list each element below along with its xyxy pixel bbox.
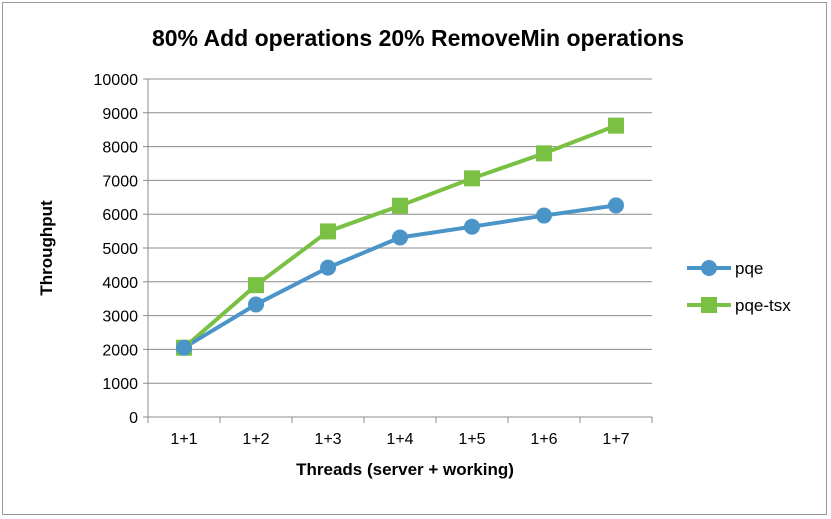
data-point-pqe-tsx — [392, 197, 408, 214]
legend: pqe pqe-tsx — [687, 259, 791, 315]
y-axis-title: Throughput — [37, 200, 56, 296]
y-tick-label: 10000 — [94, 72, 139, 89]
data-point-pqe — [392, 229, 408, 246]
x-tick-labels: 1+1 1+2 1+3 1+4 1+5 1+6 1+7 — [170, 431, 629, 448]
x-tick-label: 1+4 — [386, 431, 413, 448]
y-tick-label: 4000 — [102, 275, 138, 292]
legend-label-pqe: pqe — [735, 259, 763, 278]
series — [176, 117, 624, 356]
data-point-pqe — [320, 259, 336, 276]
x-tick-label: 1+6 — [530, 431, 557, 448]
y-tick-label: 3000 — [102, 309, 138, 326]
data-point-pqe-tsx — [536, 145, 552, 162]
x-axis-title: Threads (server + working) — [296, 460, 514, 479]
x-tick-label: 1+7 — [602, 431, 629, 448]
y-tick-label: 7000 — [102, 173, 138, 190]
data-point-pqe — [608, 197, 624, 214]
x-tick-label: 1+5 — [458, 431, 485, 448]
data-point-pqe — [176, 339, 192, 356]
y-tick-label: 9000 — [102, 106, 138, 123]
x-tick-label: 1+2 — [242, 431, 269, 448]
data-point-pqe — [248, 296, 264, 313]
legend-marker-pqe-tsx — [701, 297, 717, 313]
data-point-pqe-tsx — [464, 170, 480, 187]
legend-label-pqe-tsx: pqe-tsx — [735, 296, 791, 315]
series-line-pqe — [182, 203, 617, 350]
chart-title: 80% Add operations 20% RemoveMin operati… — [152, 25, 684, 51]
y-tick-labels: 0 1000 2000 3000 4000 5000 6000 7000 8000 9000 100… — [94, 72, 139, 427]
y-tick-label: 0 — [129, 410, 138, 427]
x-tick-label: 1+1 — [170, 431, 197, 448]
legend-marker-pqe — [701, 260, 717, 276]
y-tick-label: 5000 — [102, 241, 138, 258]
data-point-pqe-tsx — [248, 277, 264, 294]
y-tick-label: 2000 — [102, 342, 138, 359]
y-tick-label: 8000 — [102, 140, 138, 157]
y-tick-label: 1000 — [102, 376, 138, 393]
gridlines — [148, 78, 652, 384]
data-point-pqe — [536, 207, 552, 224]
y-tick-label: 6000 — [102, 207, 138, 224]
x-tick-label: 1+3 — [314, 431, 341, 448]
data-point-pqe-tsx — [608, 117, 624, 134]
axes — [143, 78, 653, 423]
data-point-pqe — [464, 218, 480, 235]
data-point-pqe-tsx — [320, 223, 336, 240]
